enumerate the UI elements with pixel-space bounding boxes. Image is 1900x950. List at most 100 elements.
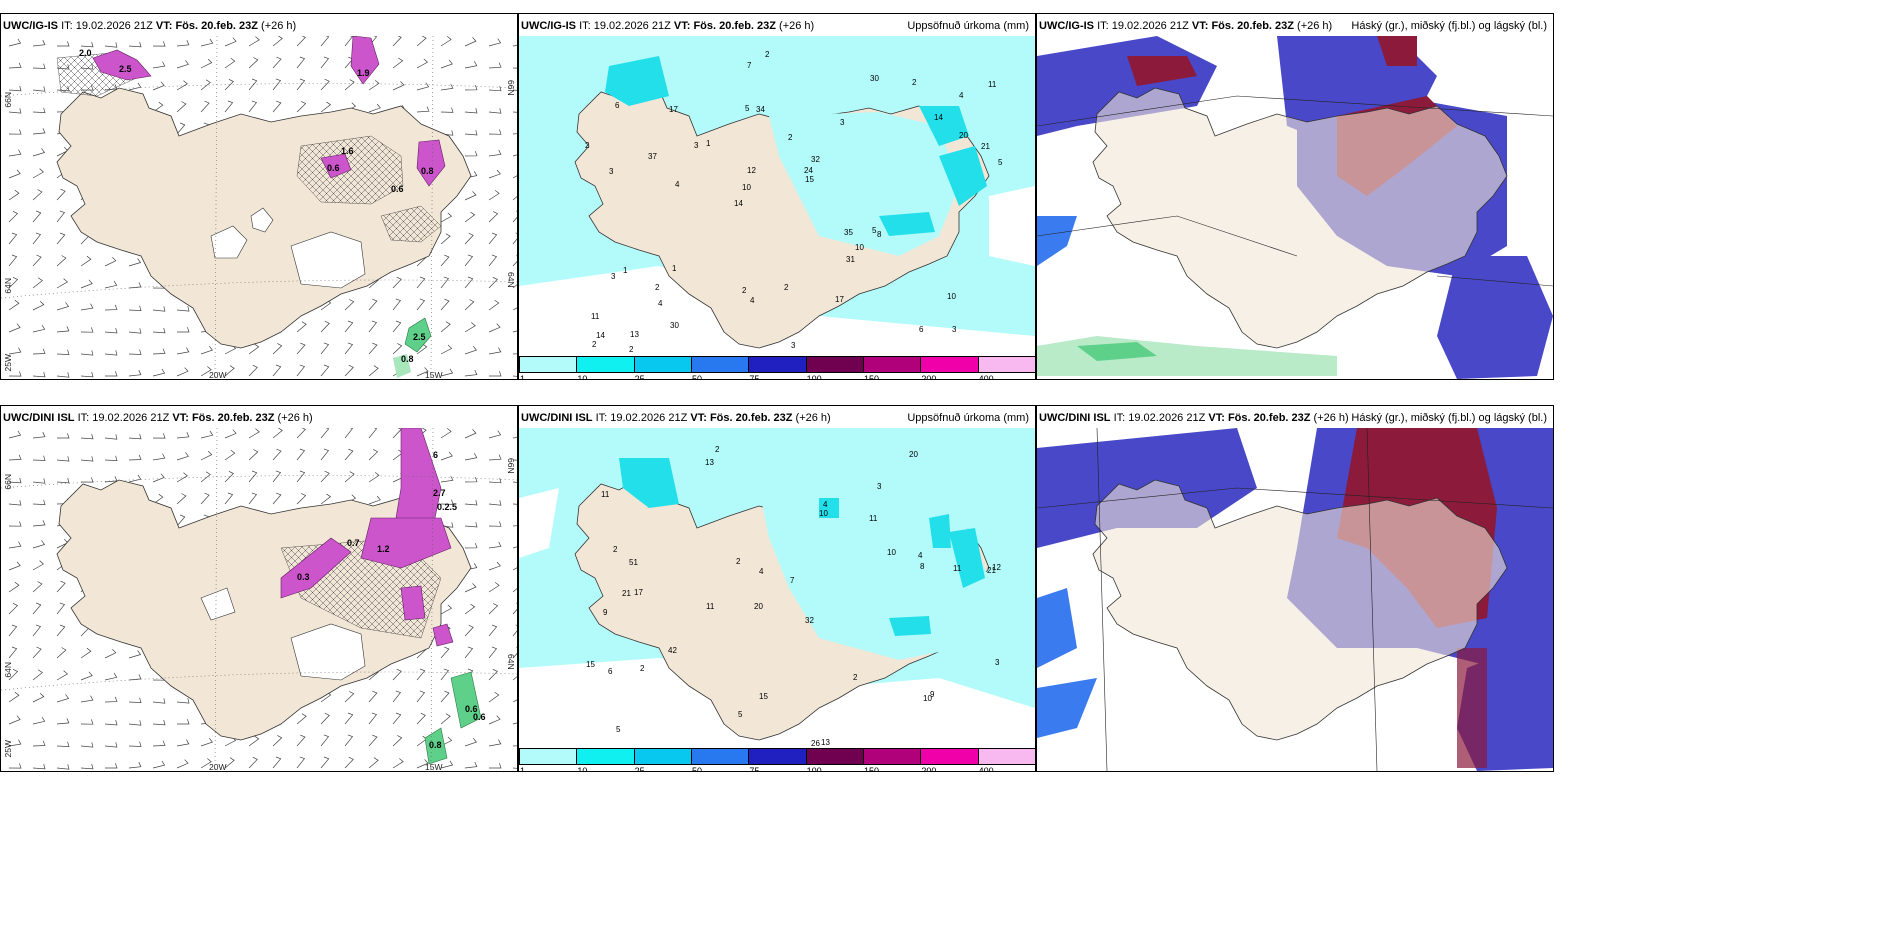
- wind-barb: [368, 712, 378, 725]
- wind-barb: [8, 276, 19, 289]
- wind-barb: [296, 470, 306, 483]
- wind-barb: [80, 695, 94, 703]
- precip-value-label: 4: [759, 567, 764, 576]
- wind-barb: [224, 57, 236, 69]
- wind-barb: [512, 111, 517, 113]
- wind-barb: [488, 477, 502, 484]
- wind-barb: [440, 344, 453, 355]
- wind-barb: [440, 736, 453, 747]
- precip-value-label: 17: [835, 295, 844, 304]
- wind-barb: [56, 456, 70, 462]
- wind-barb: [368, 495, 381, 505]
- map-panel-precip-dini: UWC/DINI ISL IT: 19.02.2026 21Z VT: Fös.…: [518, 405, 1036, 772]
- wind-barb: [272, 735, 283, 747]
- wind-barb: [464, 276, 474, 289]
- precip-value-label: 4: [823, 500, 828, 509]
- colorbar-tick-label: 75: [749, 374, 760, 380]
- wind-barb: [177, 327, 190, 333]
- colorbar-segment: [519, 356, 578, 373]
- wind-barb: [440, 451, 453, 461]
- snow-label: 2.7: [433, 488, 446, 498]
- wind-barb: [8, 602, 19, 615]
- snow-label: 0.6: [327, 163, 340, 173]
- vt-label: VT:: [1191, 20, 1209, 32]
- wind-barb: [224, 470, 234, 483]
- wind-barb: [105, 371, 118, 377]
- wind-barb: [32, 168, 45, 179]
- wind-barb: [344, 428, 354, 439]
- wind-barb: [152, 473, 165, 483]
- wind-barb: [368, 320, 378, 333]
- wind-barb: [56, 624, 66, 637]
- it-label: IT:: [579, 20, 591, 32]
- wind-barb: [128, 741, 142, 747]
- wind-barb: [392, 343, 403, 355]
- snow-label: 0.7: [347, 538, 360, 548]
- wind-barb: [200, 430, 214, 439]
- wind-barb: [8, 691, 20, 703]
- wind-barb: [488, 108, 502, 114]
- wind-barb: [80, 647, 92, 659]
- wind-barb: [296, 342, 306, 355]
- wind-barb: [440, 646, 450, 659]
- wind-barb: [392, 57, 404, 69]
- wind-barb: [56, 741, 70, 747]
- wind-barb: [152, 306, 166, 312]
- wind-barb: [512, 588, 517, 593]
- wind-barb: [128, 650, 142, 659]
- precip-value-label: 3: [952, 325, 957, 334]
- wind-barb: [440, 604, 453, 615]
- wind-barb: [464, 429, 477, 439]
- wind-barb: [392, 690, 402, 703]
- wind-barb: [128, 349, 142, 355]
- precip-value-label: 12: [747, 166, 756, 175]
- wind-barb: [488, 582, 500, 593]
- wind-barb: [200, 471, 211, 483]
- snow-label: 1.9: [357, 68, 370, 78]
- model-name: UWC/DINI ISL: [521, 412, 593, 424]
- precip-value-label: 5: [738, 710, 743, 719]
- wind-barb: [512, 175, 517, 179]
- precip-value-label: 15: [586, 660, 595, 669]
- lead-time: (+26 h): [779, 20, 815, 32]
- wind-barb: [344, 691, 355, 703]
- wind-barb: [320, 364, 330, 377]
- wind-barb: [488, 323, 501, 333]
- wind-barb: [56, 349, 70, 355]
- it-value: 19.02.2026 21Z: [593, 20, 671, 32]
- colorbar-tick-label: 100: [806, 374, 822, 380]
- precip-value-label: 4: [918, 551, 923, 560]
- wind-barb: [152, 101, 164, 113]
- wind-barb: [32, 86, 46, 92]
- colorbar-segment: [691, 356, 750, 373]
- lon-label-20w: 20W: [209, 762, 227, 772]
- wind-barb: [464, 191, 477, 201]
- wind-barb: [512, 481, 517, 483]
- wind-barb: [488, 232, 498, 245]
- snow-label: 6: [433, 450, 438, 460]
- wind-barb: [489, 763, 502, 769]
- precip-value-label: 3: [840, 118, 845, 127]
- wind-barb: [56, 255, 67, 267]
- wind-barb: [392, 735, 403, 747]
- wind-barb: [32, 148, 46, 157]
- vt-value: Fös. 20.feb. 23Z: [1227, 412, 1311, 424]
- wind-barb: [296, 101, 307, 113]
- wind-barb: [8, 715, 21, 725]
- wind-barb: [128, 474, 142, 483]
- lead-time: (+26 h): [795, 412, 831, 424]
- wind-barb: [488, 254, 498, 267]
- wind-barb: [56, 302, 70, 311]
- precip-value-label: 4: [959, 91, 964, 100]
- wind-barb: [272, 78, 282, 91]
- wind-barb: [8, 477, 22, 484]
- panel-title: Uppsöfnuð úrkoma (mm): [907, 20, 1029, 32]
- wind-barb: [56, 326, 70, 333]
- wind-barb: [416, 58, 429, 69]
- precip-value-label: 9: [930, 690, 935, 699]
- panel-header: UWC/DINI ISL IT: 19.02.2026 21Z VT: Fös.…: [1039, 410, 1549, 426]
- wind-barb: [248, 756, 258, 769]
- precip-value-label: 34: [756, 105, 765, 114]
- precip-value-label: 14: [596, 331, 605, 340]
